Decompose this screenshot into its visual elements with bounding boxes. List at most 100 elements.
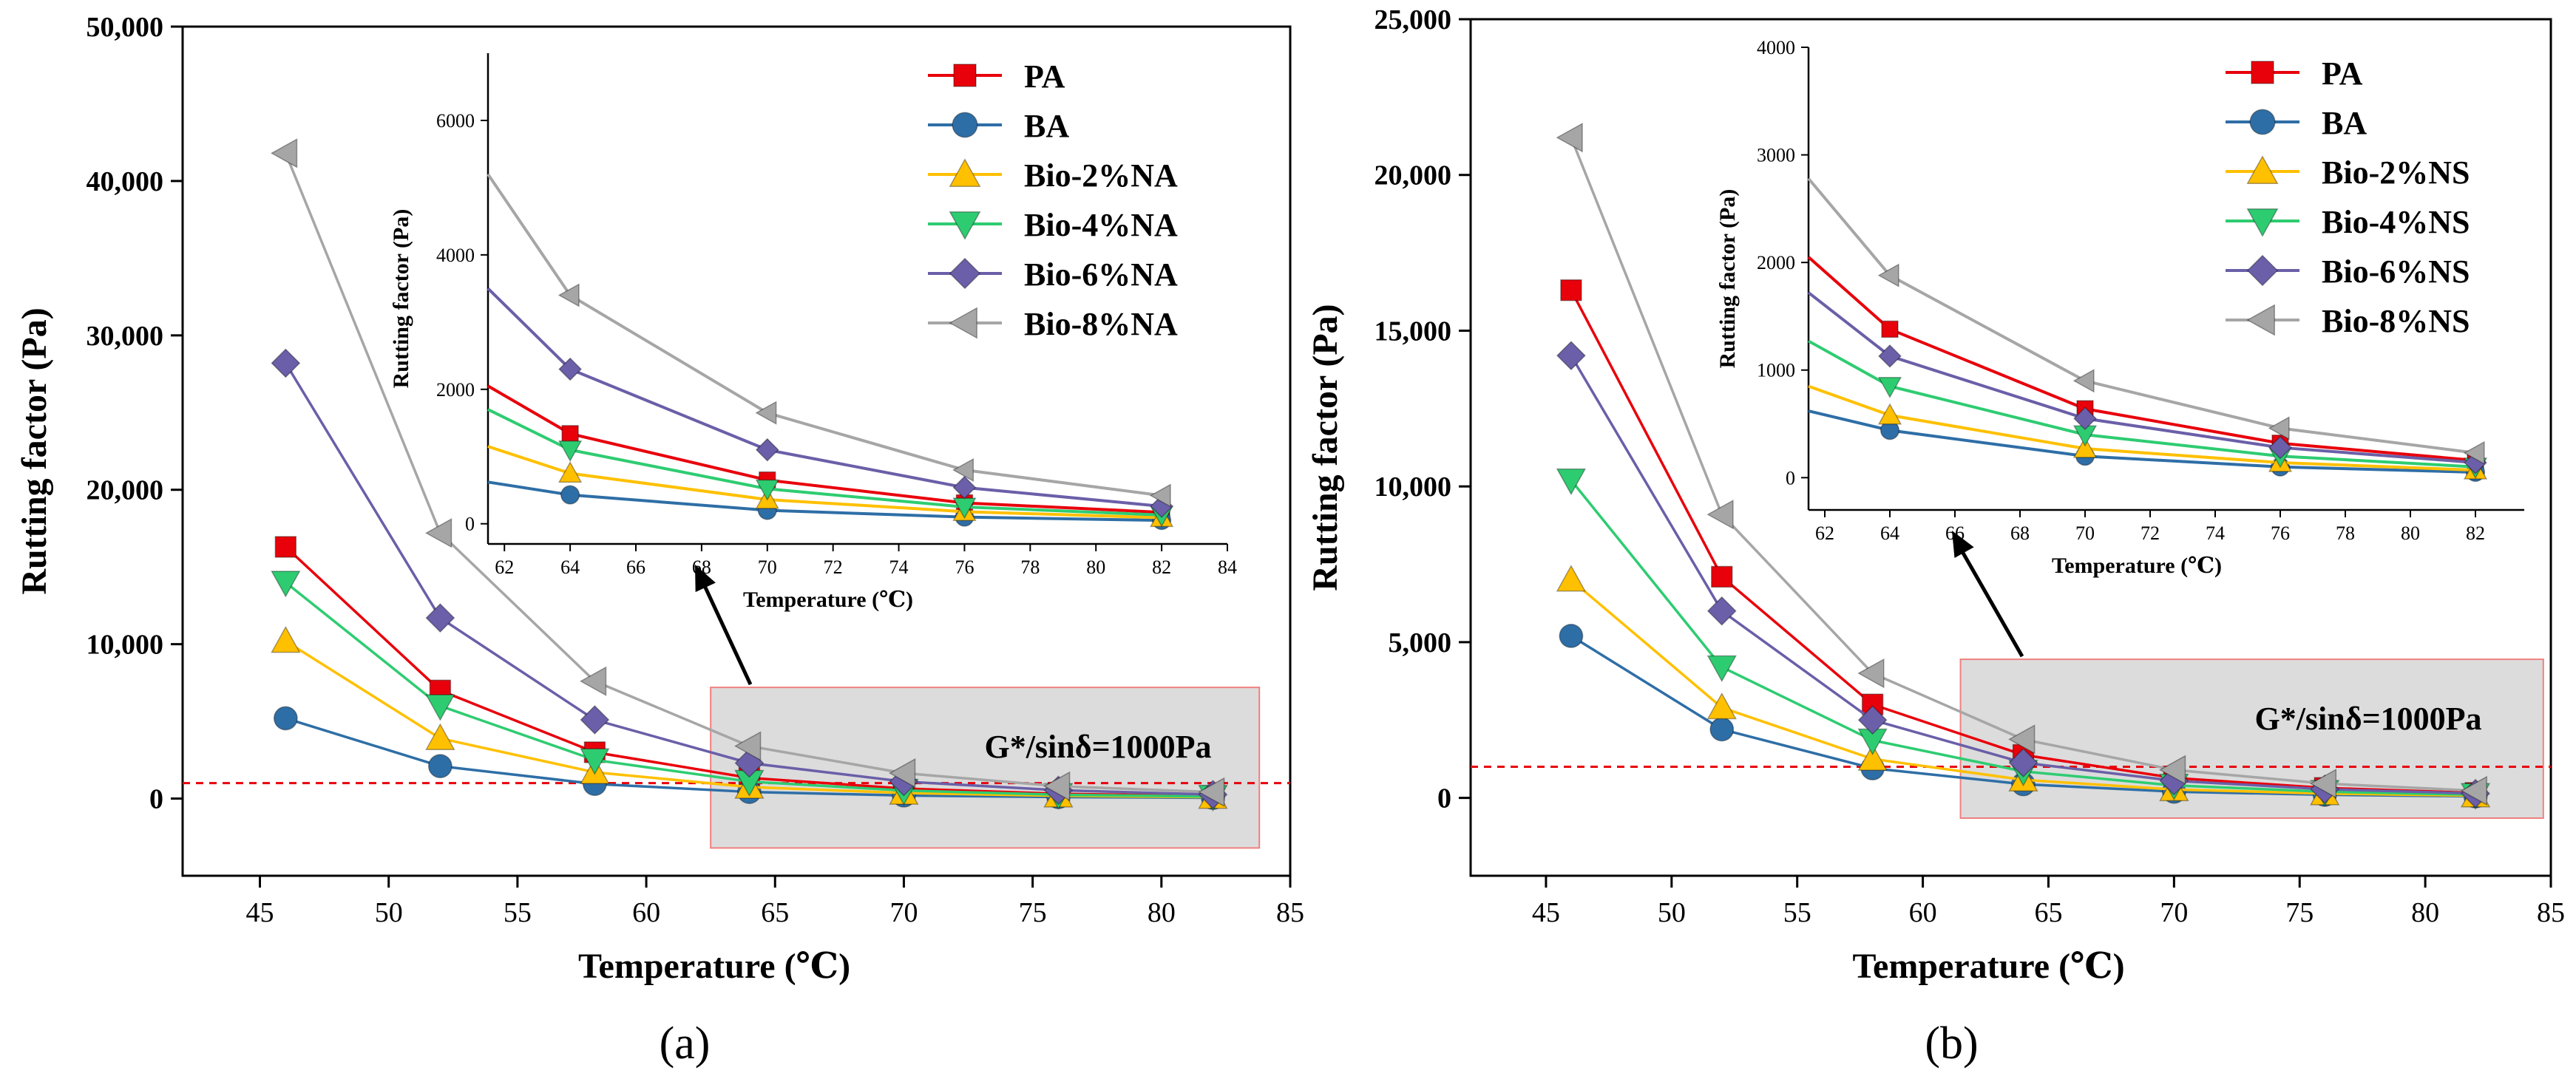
- inset-x-tick-label: 70: [2075, 523, 2095, 544]
- inset-background: [488, 53, 1227, 544]
- zoom-arrow: [1956, 542, 2024, 658]
- data-point: [579, 666, 607, 696]
- inset-data-point: [755, 401, 777, 425]
- legend-marker: [949, 211, 981, 240]
- data-point: [270, 138, 298, 169]
- legend-label: Bio-4%NA: [1024, 207, 1178, 243]
- data-point: [580, 748, 610, 775]
- x-tick-label: 65: [761, 897, 789, 928]
- data-point: [425, 694, 455, 721]
- data-point: [2008, 748, 2038, 777]
- inset-data-point: [1877, 263, 1899, 287]
- legend-label: Bio-8%NA: [1024, 306, 1178, 342]
- threshold-label: G*/sinδ=1000Pa: [984, 729, 1211, 765]
- data-point: [1711, 565, 1733, 588]
- legend-label: PA: [1024, 58, 1065, 95]
- data-point: [274, 536, 297, 558]
- inset-data-point: [952, 475, 977, 500]
- x-tick-label: 60: [632, 897, 660, 928]
- inset-x-tick-label: 80: [2401, 523, 2420, 544]
- inset-background: [1809, 47, 2524, 510]
- legend-marker: [2246, 254, 2279, 287]
- legend-label: Bio-6%NA: [1024, 256, 1178, 293]
- inset-x-tick-label: 64: [1880, 523, 1899, 544]
- inset-data-point: [557, 461, 583, 483]
- data-point: [1198, 777, 1225, 807]
- x-tick-label: 75: [2285, 897, 2314, 928]
- y-tick-label: 20,000: [1375, 160, 1452, 191]
- inset-x-tick-label: 78: [2336, 523, 2355, 544]
- inset-x-axis-title: Temperature (℃): [743, 588, 913, 612]
- inset-y-axis-title: Rutting factor (Pa): [1715, 189, 1740, 369]
- legend-marker: [2246, 304, 2275, 336]
- inset-data-point: [952, 457, 975, 483]
- data-point: [1556, 122, 1583, 153]
- inset-x-tick-label: 72: [2141, 523, 2160, 544]
- plot-frame: [1469, 18, 2552, 877]
- data-point: [2309, 769, 2337, 799]
- legend-label: PA: [2322, 55, 2363, 92]
- data-point: [424, 518, 453, 548]
- x-tick-label: 70: [2160, 897, 2188, 928]
- panel-label: (b): [1925, 1018, 1978, 1069]
- y-tick-label: 20,000: [87, 475, 164, 506]
- y-axis-title: Rutting factor (Pa): [15, 307, 54, 594]
- legend: PA BA Bio-2%NS Bio-4%NS Bio-6%NS Bio-8%NS: [2226, 55, 2470, 339]
- legend-marker: [953, 64, 977, 87]
- legend-label: Bio-2%NA: [1024, 157, 1178, 194]
- zoom-arrow-head: [1952, 531, 1974, 558]
- legend-marker: [949, 158, 981, 187]
- data-point: [271, 626, 301, 653]
- data-point: [271, 571, 301, 598]
- data-point: [1706, 655, 1737, 683]
- inset-x-tick-label: 80: [1086, 556, 1105, 578]
- inset-data-point: [1149, 483, 1171, 508]
- panel-label: (a): [660, 1018, 711, 1069]
- y-tick-label: 0: [1437, 783, 1451, 814]
- x-tick-label: 45: [246, 897, 274, 928]
- legend-marker: [2246, 208, 2279, 237]
- inset-x-tick-label: 68: [2010, 523, 2030, 544]
- x-tick-label: 80: [1148, 897, 1176, 928]
- inset-x-tick-label: 70: [758, 556, 777, 578]
- inset-data-point: [2073, 406, 2097, 431]
- inset-data-point: [2072, 436, 2098, 458]
- inset-y-tick-label: 6000: [436, 110, 475, 132]
- inset-y-tick-label: 2000: [436, 379, 475, 401]
- data-point: [1706, 499, 1734, 530]
- inset-data-point: [2268, 416, 2290, 440]
- data-point: [1857, 743, 1888, 771]
- inset-chart: 626466687072747678808201000200030004000T…: [1715, 37, 2524, 578]
- data-point: [273, 706, 298, 731]
- x-tick-label: 50: [375, 897, 403, 928]
- data-point: [425, 603, 455, 633]
- data-point: [1706, 596, 1737, 626]
- y-tick-label: 0: [149, 784, 163, 815]
- y-tick-label: 50,000: [87, 12, 164, 43]
- highlight-box: [710, 687, 1261, 849]
- inset-data-point: [1877, 376, 1902, 398]
- x-tick-label: 85: [1276, 897, 1304, 928]
- data-point: [1556, 468, 1587, 496]
- data-point: [2158, 755, 2186, 785]
- inset-data-point: [755, 479, 779, 501]
- inset-y-tick-label: 3000: [1757, 145, 1795, 166]
- legend-marker: [949, 307, 977, 339]
- data-point: [1857, 705, 1888, 735]
- inset-x-tick-label: 66: [626, 556, 645, 578]
- y-tick-label: 40,000: [87, 166, 164, 197]
- data-point: [2008, 724, 2036, 755]
- y-axis-title: Rutting factor (Pa): [1306, 304, 1345, 590]
- inset-y-tick-label: 2000: [1757, 252, 1795, 273]
- data-point: [888, 758, 916, 789]
- legend-label: Bio-8%NS: [2322, 303, 2470, 339]
- data-point: [1043, 771, 1071, 802]
- legend-label: BA: [2322, 105, 2367, 141]
- inset-x-tick-label: 74: [889, 556, 909, 578]
- inset-x-tick-label: 74: [2206, 523, 2225, 544]
- inset-data-point: [557, 440, 583, 463]
- inset-y-tick-label: 0: [1786, 467, 1795, 489]
- inset-x-tick-label: 76: [955, 556, 974, 578]
- zoom-arrow: [699, 576, 753, 686]
